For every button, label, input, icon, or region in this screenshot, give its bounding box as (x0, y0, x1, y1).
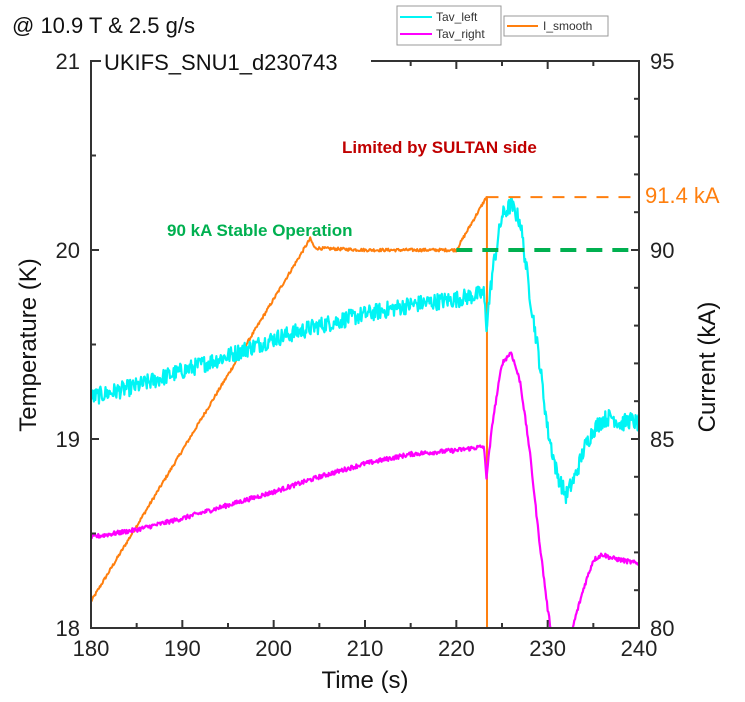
y2-axis-title: Current (kA) (694, 302, 721, 433)
x-tick-label: 180 (73, 636, 110, 661)
y2-tick-label: 95 (650, 49, 674, 74)
y-tick-label: 18 (56, 616, 80, 641)
legend: Tav_left Tav_right I_smooth (396, 5, 609, 46)
annotation-stable-operation: 90 kA Stable Operation (167, 221, 352, 240)
x-tick-label: 220 (438, 636, 475, 661)
y-axis-title: Temperature (K) (15, 258, 42, 431)
legend-box-temperature (396, 5, 502, 46)
legend-label-i-smooth: I_smooth (543, 19, 592, 33)
annotation-91-4-ka: 91.4 kA (645, 183, 720, 208)
y2-tick-label: 85 (650, 427, 674, 452)
y-tick-label: 19 (56, 427, 80, 452)
title-bg (101, 48, 371, 74)
header-note: @ 10.9 T & 2.5 g/s (12, 13, 195, 38)
x-tick-label: 240 (621, 636, 658, 661)
annotation-limited-by-sultan: Limited by SULTAN side (342, 138, 537, 157)
reference-lines (456, 196, 636, 252)
x-tick-label: 190 (164, 636, 201, 661)
legend-label-tav-left: Tav_left (436, 10, 478, 24)
series-line-tav-right (91, 351, 639, 628)
series-line-i-smooth (91, 196, 489, 628)
x-tick-label: 200 (255, 636, 292, 661)
chart-title: UKIFS_SNU1_d230743 (104, 50, 338, 75)
y-tick-label: 20 (56, 238, 80, 263)
y2-tick-label: 80 (650, 616, 674, 641)
y2-tick-label: 90 (650, 238, 674, 263)
x-axis-title: Time (s) (321, 667, 408, 694)
x-tick-label: 230 (529, 636, 566, 661)
x-tick-label: 210 (347, 636, 384, 661)
series-line-tav-left (91, 196, 639, 505)
legend-label-tav-right: Tav_right (436, 27, 485, 41)
legend-box-current (503, 15, 609, 37)
series-layer (91, 196, 639, 628)
y-tick-label: 21 (56, 49, 80, 74)
